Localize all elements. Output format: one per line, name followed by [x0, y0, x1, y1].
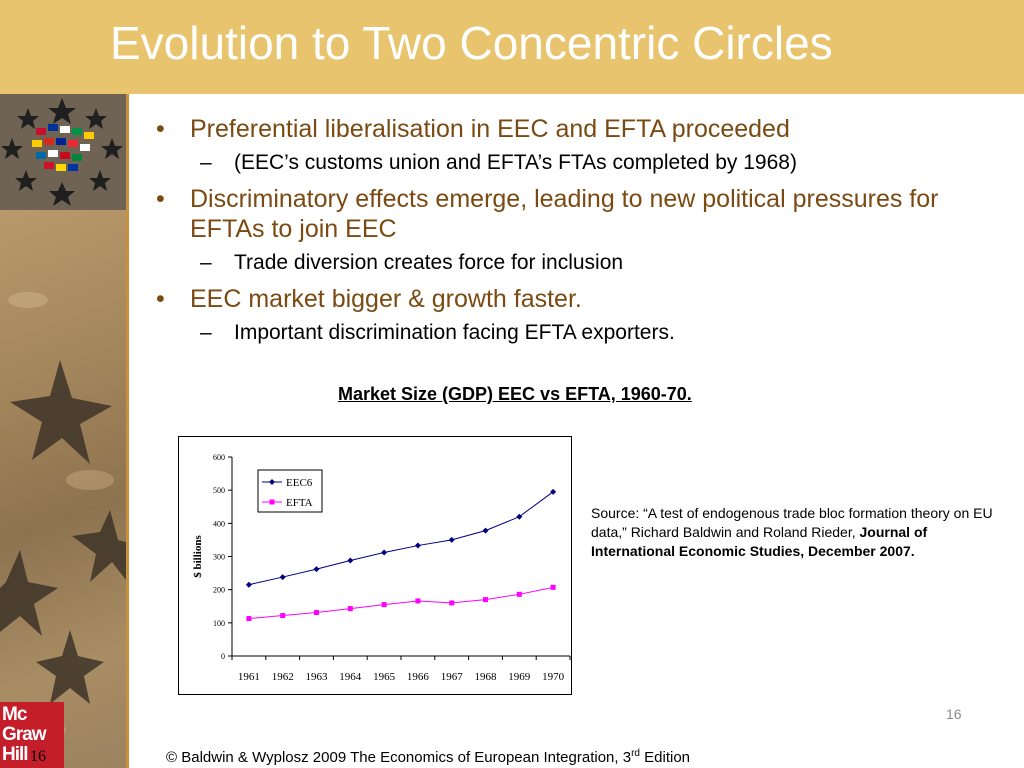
data-point-efta — [449, 600, 455, 606]
data-point-efta — [415, 598, 421, 604]
data-point-efta — [246, 616, 252, 622]
source-note: Source: “A test of endogenous trade bloc… — [591, 504, 1011, 561]
data-point-eec6 — [550, 488, 557, 495]
sub-bullet-2-1: – Trade diversion creates force for incl… — [150, 250, 1010, 276]
x-tick-label: 1961 — [238, 671, 260, 683]
sub-bullet-1-1-text: (EEC’s customs union and EFTA’s FTAs com… — [234, 151, 797, 174]
data-point-efta — [314, 610, 319, 616]
x-tick-label: 1966 — [407, 671, 430, 683]
data-point-eec6 — [516, 513, 523, 520]
x-tick-label: 1962 — [272, 671, 294, 683]
footer-copyright: © Baldwin & Wyplosz 2009 The Economics o… — [166, 748, 690, 766]
source-text: Source: “A test of endogenous trade bloc… — [591, 505, 993, 540]
y-tick-label: 200 — [213, 586, 225, 595]
series-line-eec6 — [248, 491, 554, 586]
small-slide-number: 16 — [30, 748, 46, 765]
data-point-eec6 — [245, 581, 252, 588]
series-line-efta — [248, 586, 554, 620]
logo-line-2: Graw — [2, 724, 47, 745]
data-point-eec6 — [414, 542, 421, 549]
sub-bullet-3-1: – Important discrimination facing EFTA e… — [150, 320, 1010, 346]
data-point-eec6 — [279, 574, 286, 581]
y-tick-label: 100 — [213, 619, 225, 628]
bullet-3-text: EEC market bigger & growth faster. — [190, 285, 582, 313]
x-tick-label: 1970 — [542, 671, 565, 683]
footer-sup: rd — [631, 748, 640, 759]
page-number: 16 — [946, 706, 962, 722]
x-tick-label: 1967 — [441, 671, 464, 683]
legend-label-eec6: EEC6 — [286, 477, 313, 489]
eu-flags-image — [0, 94, 126, 210]
bullet-3: • EEC market bigger & growth faster. — [150, 284, 1010, 314]
bullet-1-text: Preferential liberalisation in EEC and E… — [190, 115, 790, 143]
x-tick-label: 1965 — [373, 671, 396, 683]
bullet-1: • Preferential liberalisation in EEC and… — [150, 114, 1010, 144]
chart-heading: Market Size (GDP) EEC vs EFTA, 1960-70. — [338, 384, 692, 404]
data-point-efta — [280, 613, 286, 619]
y-tick-label: 300 — [213, 553, 225, 562]
x-tick-label: 1969 — [508, 671, 531, 683]
legend-marker-efta — [269, 499, 275, 505]
sand-starfish-image — [0, 210, 126, 768]
logo-line-3: Hill — [2, 744, 29, 765]
sub-bullet-2-1-text: Trade diversion creates force for inclus… — [234, 251, 624, 274]
sub-bullet-1-1: – (EEC’s customs union and EFTA’s FTAs c… — [150, 150, 1010, 176]
source-journal: Journal of International Economic Studie… — [591, 524, 928, 559]
bullet-glyph: • — [156, 185, 165, 213]
data-point-efta — [516, 591, 522, 597]
data-point-efta — [550, 584, 556, 590]
footer-suffix: Edition — [639, 749, 691, 766]
logo-line-1: Mc — [2, 704, 27, 725]
sub-bullet-glyph: – — [200, 251, 212, 274]
sub-bullet-glyph: – — [200, 151, 212, 174]
data-point-efta — [483, 597, 488, 603]
legend-marker-eec6 — [269, 479, 275, 485]
bullet-glyph: • — [156, 115, 165, 143]
slide-title: Evolution to Two Concentric Circles — [110, 17, 833, 69]
bullet-2-text: Discriminatory effects emerge, leading t… — [190, 185, 939, 243]
y-tick-label: 500 — [213, 486, 225, 495]
data-point-eec6 — [482, 527, 489, 534]
footer-text: © Baldwin & Wyplosz 2009 The Economics o… — [166, 749, 632, 766]
y-tick-label: 400 — [213, 519, 225, 528]
legend-label-efta: EFTA — [286, 497, 313, 509]
data-point-eec6 — [347, 557, 354, 564]
gdp-chart: 0 100 200 300 400 500 600 1961 1962 1963 1964 1965 1… — [178, 436, 572, 695]
x-tick-label: 1963 — [306, 671, 329, 683]
data-point-eec6 — [313, 566, 320, 573]
chart-legend — [257, 469, 323, 513]
gdp-chart-svg: 0 100 200 300 400 500 600 1961 1962 1963 1964 1965 1… — [192, 453, 571, 683]
data-point-efta — [381, 602, 387, 608]
y-axis-label: $ billions — [192, 535, 204, 578]
data-point-efta — [347, 606, 353, 612]
mcgraw-hill-logo: Mc Graw Hill — [0, 702, 64, 768]
bullet-2: • Discriminatory effects emerge, leading… — [150, 184, 1010, 244]
y-tick-label: 0 — [221, 652, 225, 661]
x-tick-label: 1964 — [339, 671, 362, 683]
data-point-eec6 — [448, 536, 455, 543]
bullet-glyph: • — [156, 285, 165, 313]
left-decor-strip — [0, 94, 126, 768]
left-divider-line — [126, 94, 129, 768]
data-point-eec6 — [381, 549, 388, 556]
sub-bullet-3-1-text: Important discrimination facing EFTA exp… — [234, 321, 675, 344]
y-tick-label: 600 — [213, 453, 225, 462]
title-bar: Evolution to Two Concentric Circles — [0, 0, 1024, 94]
x-tick-label: 1968 — [475, 671, 498, 683]
sub-bullet-glyph: – — [200, 321, 212, 344]
bullet-list: • Preferential liberalisation in EEC and… — [150, 114, 1010, 354]
